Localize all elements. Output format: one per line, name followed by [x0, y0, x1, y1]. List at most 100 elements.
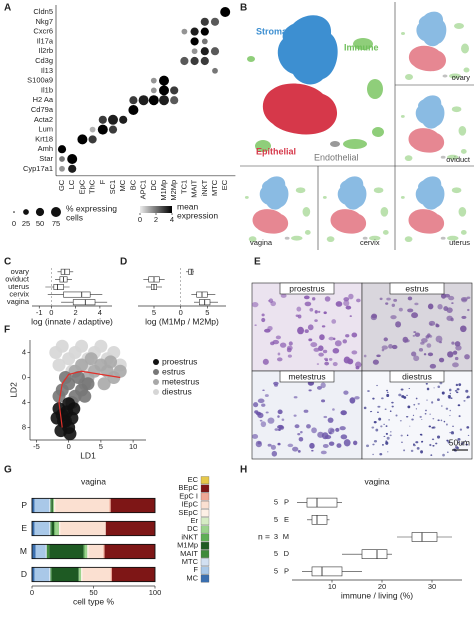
cell [454, 445, 459, 449]
cell [432, 418, 435, 420]
cell [386, 391, 389, 393]
cell [262, 389, 265, 392]
cell [443, 420, 446, 423]
point [52, 358, 66, 372]
cell [255, 411, 262, 416]
cell [264, 328, 271, 333]
legend-label: MAIT [180, 549, 198, 558]
cell [399, 420, 402, 422]
cell [321, 325, 326, 328]
cell [277, 352, 281, 356]
size-legend-label: 25 [22, 219, 30, 228]
cell [294, 424, 300, 429]
bar-outline [31, 566, 156, 583]
cell [413, 355, 420, 362]
bar-outline [31, 520, 156, 537]
legend-label: proestrus [162, 356, 197, 366]
cell [342, 339, 348, 344]
cell [260, 421, 267, 428]
bar-segment [104, 544, 155, 559]
cell [464, 354, 470, 360]
size-legend-dot [35, 207, 45, 217]
size-legend-title: % expressing [66, 203, 117, 213]
dot [150, 87, 157, 94]
cell-type-label: MTC [210, 179, 219, 196]
point [71, 371, 85, 384]
gene-label: Il17a [37, 36, 54, 45]
cell [388, 344, 393, 349]
cell [310, 342, 318, 348]
stage-label: metestrus [288, 371, 325, 381]
cell [424, 412, 427, 415]
point [94, 339, 108, 353]
cell [312, 297, 316, 301]
legend-marker [153, 359, 159, 365]
cell [298, 436, 304, 442]
cell [411, 418, 414, 421]
dot [220, 7, 231, 17]
cell [406, 434, 409, 437]
cell-type-label: DC [149, 179, 158, 190]
cell [366, 444, 370, 448]
cell [373, 420, 377, 424]
dot [129, 96, 138, 105]
cell [383, 337, 388, 342]
cell [381, 345, 388, 350]
cell [297, 450, 301, 453]
cell [276, 357, 283, 362]
cell [449, 392, 452, 395]
legend-swatch [200, 500, 210, 509]
cell [316, 363, 320, 365]
cell [449, 432, 451, 434]
n-label: 5 [274, 498, 278, 507]
cell [331, 319, 337, 324]
point [84, 352, 98, 366]
stage-box [389, 370, 445, 383]
cell [330, 428, 335, 433]
category-label: cervix [9, 290, 29, 299]
bar-segment [110, 567, 112, 582]
cell [420, 341, 425, 345]
cell [267, 417, 275, 424]
cell [458, 415, 461, 418]
cell [343, 439, 351, 447]
cell [454, 390, 458, 392]
x-tick-label: 0 [30, 588, 34, 597]
cell [287, 354, 292, 358]
dot [201, 38, 208, 45]
gene-label: Il1b [41, 85, 53, 94]
box [361, 549, 388, 560]
cell [265, 411, 269, 414]
dot [108, 114, 118, 125]
cell [327, 417, 334, 423]
bar-segment [51, 498, 53, 513]
bar-segment [50, 498, 52, 513]
cell [387, 451, 389, 453]
category-label: M [283, 532, 289, 541]
cell [407, 308, 414, 313]
cell [383, 423, 385, 425]
cell [271, 450, 278, 457]
cell-type-label: M2Mp [169, 180, 178, 201]
category-label: E [284, 515, 289, 524]
cell [417, 403, 420, 405]
cell [367, 390, 370, 392]
chart-title: vagina [81, 476, 106, 486]
cell [450, 431, 455, 435]
x-tick-label: 10 [129, 442, 137, 451]
bar-segment [49, 498, 51, 513]
cell [398, 393, 402, 397]
cell [426, 387, 430, 391]
point [75, 339, 89, 353]
cell [407, 296, 413, 301]
cell [435, 442, 438, 445]
cell [425, 409, 427, 412]
color-tick-label: 2 [154, 215, 158, 224]
bar-segment [83, 544, 85, 559]
legend-label: EpC I [179, 491, 198, 500]
bar-segment [32, 567, 35, 582]
cell [261, 313, 265, 317]
cell [400, 388, 404, 391]
box [188, 268, 194, 275]
cell [452, 425, 454, 428]
